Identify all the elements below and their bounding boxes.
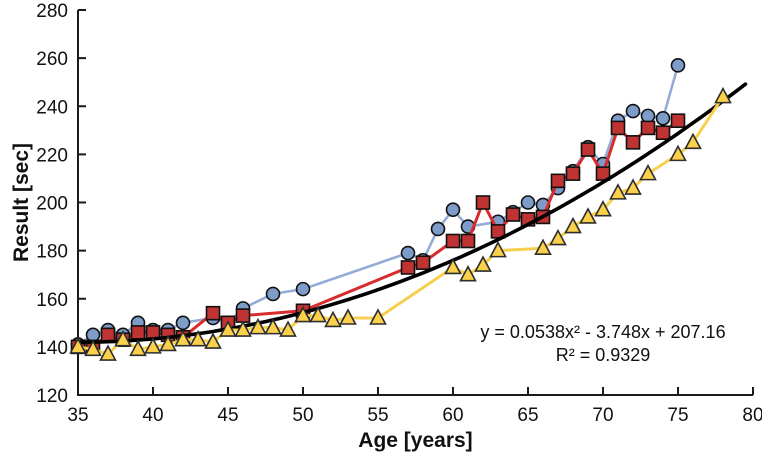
- y-tick-label: 180: [36, 242, 68, 263]
- data-point-marker: [114, 329, 132, 347]
- data-point-marker: [279, 320, 297, 337]
- data-point-marker: [174, 329, 192, 347]
- data-point-marker: [129, 339, 147, 357]
- data-point-marker: [610, 120, 626, 136]
- data-point-marker: [430, 221, 446, 237]
- data-point-marker: [400, 245, 416, 261]
- data-point-marker: [609, 183, 627, 200]
- data-point-marker: [639, 163, 657, 181]
- data-point-marker: [159, 334, 177, 352]
- x-tick-label: 45: [217, 405, 238, 426]
- y-tick-label: 140: [36, 338, 68, 359]
- data-point-marker: [625, 135, 641, 150]
- data-point-marker: [144, 337, 162, 354]
- data-point-marker: [640, 108, 656, 124]
- trendline-equation: y = 0.0538x² - 3.748x + 207.16: [480, 322, 725, 342]
- data-point-marker: [130, 325, 146, 340]
- data-point-marker: [564, 216, 582, 234]
- x-tick-label: 50: [292, 405, 313, 426]
- series-line-blue: [76, 64, 680, 346]
- data-point-marker: [459, 264, 477, 282]
- data-point-marker: [234, 320, 252, 337]
- x-tick-label: 65: [517, 405, 538, 426]
- data-point-marker: [579, 207, 597, 224]
- data-point-marker: [249, 317, 267, 335]
- x-tick-label: 40: [142, 405, 163, 426]
- data-point-marker: [475, 195, 491, 210]
- y-tick-label: 160: [36, 290, 68, 311]
- y-tick-label: 240: [36, 97, 68, 118]
- data-point-marker: [265, 286, 281, 302]
- x-tick-label: 60: [442, 405, 463, 426]
- data-point-marker: [550, 173, 566, 189]
- data-point-marker: [655, 110, 671, 126]
- data-point-marker: [175, 315, 191, 331]
- x-tick-label: 80: [742, 405, 762, 426]
- x-tick-label: 75: [667, 405, 688, 426]
- data-point-marker: [294, 305, 312, 323]
- data-point-marker: [520, 195, 536, 210]
- y-tick-label: 220: [36, 145, 68, 166]
- y-tick-label: 260: [36, 49, 68, 70]
- data-point-marker: [594, 200, 612, 217]
- data-point-marker: [264, 317, 282, 335]
- data-point-marker: [219, 320, 237, 337]
- data-point-marker: [684, 132, 702, 150]
- data-point-marker: [444, 257, 462, 275]
- data-point-marker: [580, 142, 596, 157]
- y-tick-label: 120: [36, 386, 68, 407]
- x-tick-label: 55: [367, 405, 388, 426]
- data-point-marker: [565, 166, 581, 181]
- y-axis-title: Result [sec]: [10, 143, 33, 262]
- data-point-marker: [474, 255, 492, 272]
- data-point-marker: [640, 120, 656, 136]
- y-tick-label: 280: [36, 1, 68, 22]
- data-point-marker: [655, 125, 671, 141]
- data-point-marker: [69, 337, 87, 354]
- data-point-marker: [99, 344, 117, 361]
- data-point-marker: [549, 228, 567, 246]
- data-point-marker: [309, 305, 327, 323]
- data-point-marker: [400, 260, 416, 275]
- data-point-marker: [669, 144, 687, 162]
- data-point-marker: [625, 103, 641, 119]
- data-point-marker: [85, 327, 101, 343]
- data-point-marker: [670, 58, 686, 73]
- r-squared-label: R² = 0.9329: [556, 345, 651, 365]
- data-point-marker: [415, 255, 431, 270]
- data-point-marker: [100, 327, 116, 343]
- x-tick-label: 35: [67, 405, 88, 426]
- data-point-marker: [445, 202, 461, 218]
- data-point-marker: [445, 233, 461, 249]
- data-point-marker: [369, 308, 387, 325]
- data-point-marker: [205, 305, 221, 321]
- data-point-marker: [339, 308, 357, 325]
- data-point-marker: [460, 233, 476, 249]
- data-point-marker: [324, 310, 342, 328]
- trendline: [76, 82, 748, 345]
- data-point-marker: [714, 86, 732, 104]
- data-point-marker: [505, 207, 521, 222]
- data-point-marker: [534, 238, 552, 256]
- data-point-marker: [295, 281, 311, 297]
- y-tick-label: 200: [36, 194, 68, 215]
- data-point-marker: [235, 308, 251, 323]
- data-point-marker: [84, 339, 102, 357]
- data-point-marker: [189, 329, 207, 347]
- data-point-marker: [624, 178, 642, 195]
- data-point-marker: [489, 240, 507, 258]
- x-axis-title: Age [years]: [358, 429, 472, 452]
- data-point-marker: [204, 332, 222, 349]
- data-point-marker: [670, 113, 686, 128]
- x-tick-label: 70: [592, 405, 613, 426]
